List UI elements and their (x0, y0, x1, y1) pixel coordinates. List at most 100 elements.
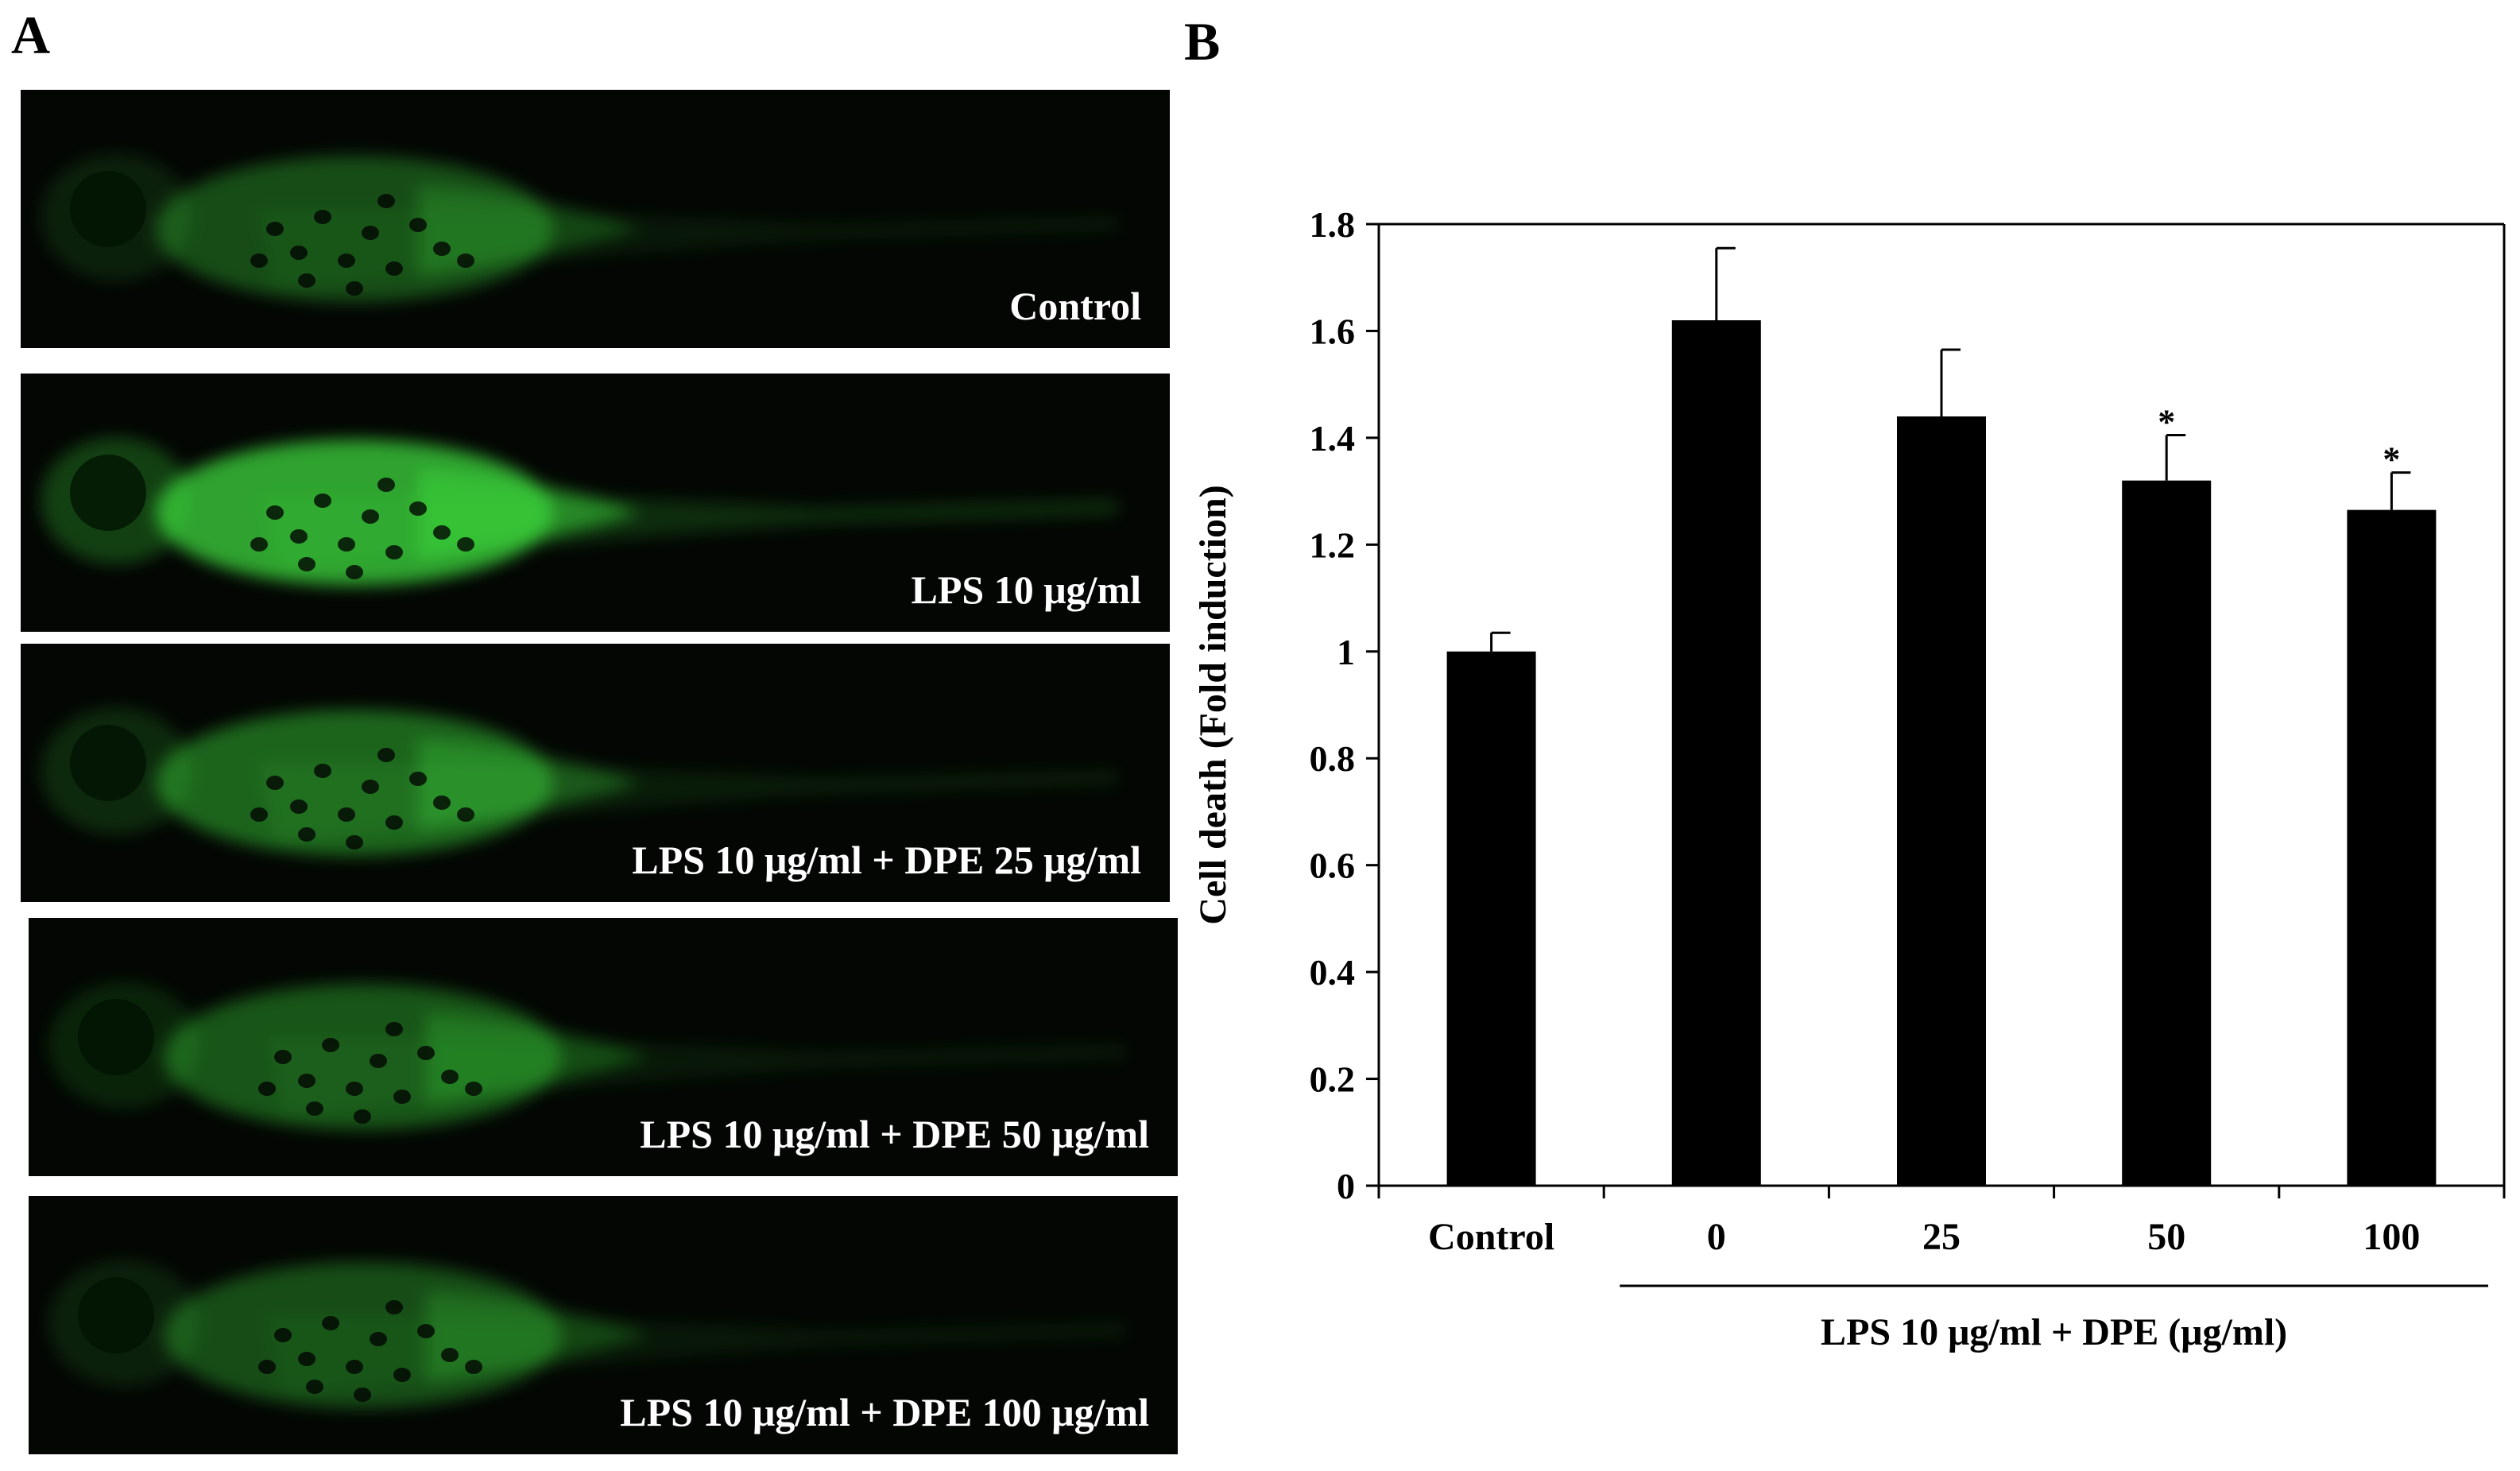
pigment-spot (298, 1074, 315, 1088)
pigment-spot (457, 254, 474, 268)
pigment-spot (409, 772, 427, 786)
pigment-spot (354, 1109, 371, 1124)
zebrafish-image (41, 707, 1117, 856)
pigment-spot (433, 796, 451, 810)
pigment-spot (346, 835, 363, 850)
zebrafish-image (41, 437, 1117, 586)
pigment-spot (274, 1328, 292, 1342)
y-tick-label: 0.4 (1310, 952, 1356, 993)
pigment-spot (417, 1324, 435, 1338)
pigment-spot (362, 226, 379, 240)
fish-trunk (418, 185, 641, 277)
y-tick-label: 1.6 (1310, 311, 1356, 351)
fish-eye (78, 1277, 154, 1353)
pigment-spot (250, 254, 268, 268)
pigment-spot (465, 1360, 482, 1374)
fish-eye (78, 999, 154, 1075)
pigment-spot (377, 194, 395, 208)
pigment-spot (393, 1368, 411, 1382)
fish-body (41, 707, 1117, 856)
y-tick-label: 1.8 (1310, 204, 1356, 245)
fluorescence-image-lps-dpe-100: LPS 10 μg/ml + DPE 100 μg/ml (29, 1196, 1178, 1454)
image-label: LPS 10 μg/ml + DPE 100 μg/ml (620, 1390, 1149, 1434)
pigment-spot (441, 1348, 459, 1362)
pigment-spot (385, 815, 403, 830)
pigment-spot (433, 242, 451, 256)
pigment-spot (346, 281, 363, 296)
pigment-spot (457, 537, 474, 552)
x-tick-label: 50 (2147, 1216, 2185, 1258)
pigment-spot (385, 545, 403, 559)
fish-eye (70, 171, 146, 247)
zebrafish-image (48, 1260, 1125, 1408)
pigment-spot (258, 1360, 276, 1374)
fish-trunk (426, 1291, 648, 1383)
pigment-spot (457, 807, 474, 822)
y-tick-label: 0.2 (1310, 1059, 1356, 1100)
y-tick-label: 0.8 (1310, 738, 1356, 779)
pigment-spot (441, 1070, 459, 1084)
y-tick-label: 1.2 (1310, 525, 1356, 565)
fish-body (41, 437, 1117, 586)
pigment-spot (250, 807, 268, 822)
x-tick-label: 0 (1707, 1216, 1726, 1258)
fish-trunk (418, 739, 641, 830)
fluorescence-image-control: Control (21, 90, 1170, 348)
pigment-spot (354, 1388, 371, 1402)
pigment-spot (393, 1090, 411, 1104)
fish-eye (70, 455, 146, 531)
pigment-spot (306, 1101, 323, 1116)
pigment-spot (250, 537, 268, 552)
pigment-spot (385, 261, 403, 276)
pigment-spot (409, 218, 427, 232)
pigment-spot (322, 1316, 339, 1330)
pigment-spot (377, 748, 395, 762)
pigment-spot (290, 529, 308, 544)
fish-trunk (418, 469, 641, 560)
x-axis-label: LPS 10 μg/ml + DPE (μg/ml) (1821, 1311, 2287, 1353)
pigment-spot (433, 525, 451, 540)
x-tick-label: Control (1428, 1216, 1554, 1258)
pigment-spot (465, 1082, 482, 1096)
fluorescence-image-lps: LPS 10 μg/ml (21, 374, 1170, 632)
pigment-spot (417, 1046, 435, 1060)
pigment-spot (298, 1352, 315, 1366)
pigment-spot (266, 222, 284, 236)
significance-marker: * (2383, 440, 2400, 479)
y-tick-label: 0.6 (1310, 846, 1356, 886)
y-tick-label: 1 (1337, 632, 1355, 672)
pigment-spot (385, 1022, 403, 1036)
pigment-spot (362, 780, 379, 794)
zebrafish-image (48, 981, 1125, 1130)
y-tick-label: 1.4 (1310, 418, 1356, 459)
pigment-spot (370, 1332, 387, 1346)
pigment-spot (362, 509, 379, 524)
fish-eye (70, 725, 146, 801)
image-label: LPS 10 μg/ml + DPE 25 μg/ml (632, 838, 1141, 882)
pigment-spot (338, 807, 355, 822)
pigment-spot (298, 827, 315, 842)
bar-chart: 0 0.2 0.4 0.6 0.8 1 1.2 1.4 1.6 1.8 Control 0 25 * 50 *… (1192, 204, 2506, 1353)
pigment-spot (314, 764, 331, 778)
pigment-spot (322, 1038, 339, 1052)
pigment-spot (346, 1360, 363, 1374)
image-label: Control (1009, 284, 1141, 328)
pigment-spot (346, 565, 363, 579)
zebrafish-image (41, 153, 1117, 302)
fluorescence-image-lps-dpe-50: LPS 10 μg/ml + DPE 50 μg/ml (29, 918, 1178, 1176)
fish-body (41, 153, 1117, 302)
image-label: LPS 10 μg/ml (911, 567, 1141, 612)
fish-body (48, 1260, 1125, 1408)
y-tick-label: 0 (1337, 1166, 1355, 1206)
pigment-spot (409, 501, 427, 516)
fluorescence-image-lps-dpe-25: LPS 10 μg/ml + DPE 25 μg/ml (21, 644, 1170, 902)
pigment-spot (314, 210, 331, 224)
pigment-spot (385, 1300, 403, 1314)
pigment-spot (314, 494, 331, 508)
fish-body (48, 981, 1125, 1130)
x-tick-label: 25 (1922, 1216, 1961, 1258)
pigment-spot (370, 1054, 387, 1068)
pigment-spot (290, 799, 308, 814)
pigment-spot (346, 1082, 363, 1096)
pigment-spot (258, 1082, 276, 1096)
